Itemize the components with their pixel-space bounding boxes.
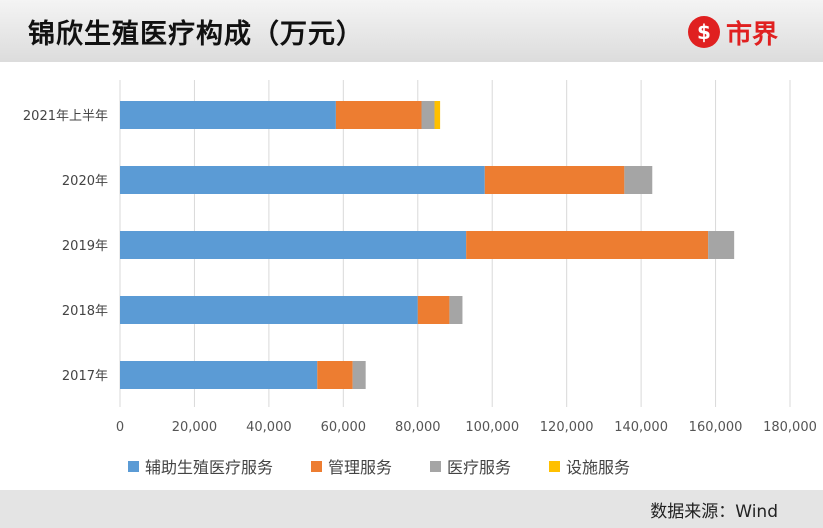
y-category-label: 2020年 xyxy=(62,174,108,189)
bars xyxy=(120,101,735,389)
bar-segment xyxy=(421,101,435,129)
legend-swatch xyxy=(128,460,139,472)
legend-swatch xyxy=(430,460,442,472)
y-category-label: 2021年上半年 xyxy=(23,109,108,124)
x-tick-label: 100,000 xyxy=(465,420,519,435)
legend-item: 管理服务 xyxy=(311,454,392,478)
legend-swatch xyxy=(311,460,323,472)
y-category-label: 2017年 xyxy=(62,369,108,384)
legend-swatch xyxy=(549,460,561,472)
bar-segment xyxy=(120,296,418,324)
x-tick-label: 40,000 xyxy=(246,420,292,435)
legend-item: 设施服务 xyxy=(549,454,630,478)
x-tick-label: 160,000 xyxy=(689,420,743,435)
bar-segment xyxy=(120,166,485,194)
x-tick-label: 20,000 xyxy=(172,420,218,435)
footer-band: 数据来源：Wind xyxy=(0,490,823,528)
bar-segment xyxy=(434,101,441,129)
legend-label: 辅助生殖医疗服务 xyxy=(145,458,274,477)
bar-segment xyxy=(120,231,467,259)
bar-segment xyxy=(466,231,709,259)
logo: $ 市界 xyxy=(688,14,798,54)
x-tick-label: 120,000 xyxy=(540,420,594,435)
logo-coin-icon: $ xyxy=(688,16,720,48)
header-band: 锦欣生殖医疗构成（万元） $ 市界 xyxy=(0,0,823,62)
x-tick-label: 140,000 xyxy=(614,420,668,435)
x-tick-label: 180,000 xyxy=(763,420,817,435)
y-axis-labels: 2021年上半年 2020年 2019年 2018年 2017年 xyxy=(23,109,108,384)
data-source: 数据来源：Wind xyxy=(650,502,778,522)
bar-segment xyxy=(120,361,318,389)
bar-segment xyxy=(317,361,353,389)
chart-title: 锦欣生殖医疗构成（万元） xyxy=(28,19,364,50)
bar-segment xyxy=(708,231,735,259)
legend-label: 医疗服务 xyxy=(447,458,512,477)
x-tick-label: 80,000 xyxy=(395,420,441,435)
legend-label: 管理服务 xyxy=(328,458,393,477)
bar-segment xyxy=(484,166,625,194)
x-tick-label: 0 xyxy=(116,420,124,435)
logo-text: 市界 xyxy=(726,20,779,50)
bar-segment xyxy=(624,166,653,194)
y-category-label: 2018年 xyxy=(62,304,108,319)
legend-label: 设施服务 xyxy=(566,458,631,477)
bar-segment xyxy=(417,296,450,324)
bar-segment xyxy=(335,101,422,129)
y-category-label: 2019年 xyxy=(62,239,108,254)
x-axis-labels: 0 20,000 40,000 60,000 80,000 100,000 120,000 1… xyxy=(116,420,817,435)
bar-segment xyxy=(449,296,463,324)
bar-chart: 2021年上半年 2020年 2019年 2018年 2017年 0 20,000 40,0… xyxy=(23,80,817,435)
legend-item: 医疗服务 xyxy=(430,454,511,478)
legend: 辅助生殖医疗服务 管理服务 医疗服务 设施服务 xyxy=(128,455,668,477)
x-tick-label: 60,000 xyxy=(321,420,367,435)
legend-item: 辅助生殖医疗服务 xyxy=(128,454,273,478)
bar-segment xyxy=(352,361,366,389)
bar-segment xyxy=(120,101,336,129)
